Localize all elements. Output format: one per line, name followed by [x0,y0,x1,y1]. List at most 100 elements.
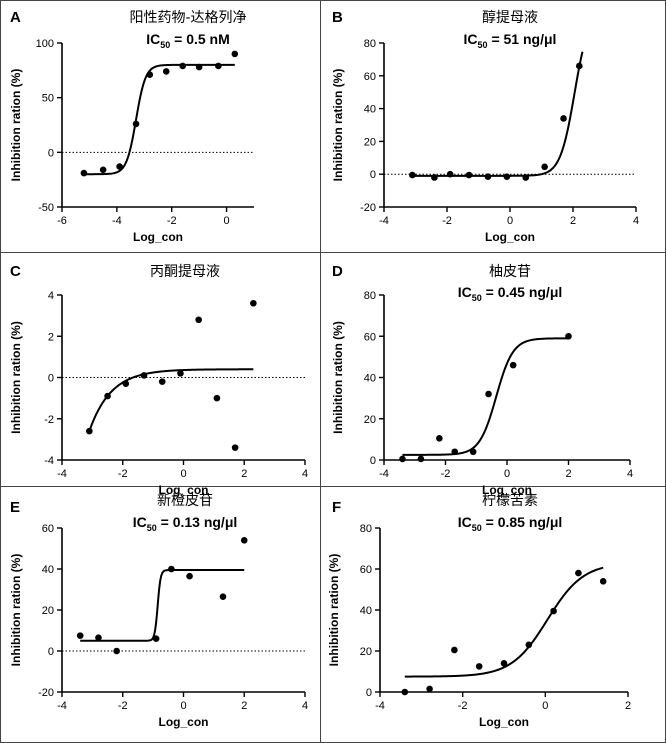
data-point [426,685,433,693]
x-tick-label: 0 [507,215,513,227]
ic50-label: IC50 = 0.45 ng/μl [458,284,563,303]
x-tick-label: 2 [565,468,571,480]
panel-c: C 丙酮提母液 -4 -2 0 2 4 -4 -2 0 2 4 Log_con Inhibition ra… [9,263,308,497]
data-point [213,394,221,402]
y-tick-label: -20 [360,202,376,214]
data-point [76,632,84,639]
data-point [431,174,438,181]
y-axis-label: Inhibition ration (%) [331,69,345,182]
y-tick-label: 0 [48,147,54,159]
x-tick-label: 2 [570,215,576,227]
data-point [484,173,492,180]
ic50-prefix: IC [464,31,478,47]
x-tick-label: 0 [504,468,510,480]
panel-title: 丙酮提母液 [150,264,220,280]
y-tick-label: 80 [364,290,376,302]
data-point [122,380,130,387]
data-point [565,332,572,340]
x-tick-label: -4 [112,215,122,227]
fit-curve [412,51,584,177]
panel-title: 新橙皮苷 [157,493,213,509]
data-point [525,641,533,649]
x-tick-label: 4 [627,468,633,480]
x-tick-label: -2 [167,215,177,227]
x-tick-label: 0 [180,468,186,480]
fit-curve [80,569,245,642]
ic50-label: IC50 = 0.85 ng/μl [458,514,563,533]
data-point [500,660,508,667]
y-tick-label: 2 [48,331,54,343]
data-point [99,166,107,174]
data-point [465,171,473,179]
y-tick-label: 100 [36,38,54,50]
y-tick-label: 20 [360,646,372,658]
y-tick-label: 40 [42,564,54,576]
data-point [146,71,154,79]
panel-letter: C [10,263,21,280]
y-tick-label: 50 [42,93,54,105]
x-tick-label: 4 [633,215,639,227]
x-axis-label: Log_con [133,230,183,244]
x-axis-label: Log_con [482,483,532,497]
y-tick-label: 0 [370,169,376,181]
x-tick-label: -4 [375,700,385,712]
y-axis-label: Inhibition ration (%) [9,69,23,182]
data-point [95,634,102,641]
data-point [417,455,425,463]
y-tick-label: 0 [48,646,54,658]
y-tick-label: 0 [370,455,376,467]
ic50-prefix: IC [133,514,147,530]
panel-d: D 柚皮苷 IC50 = 0.45 ng/μl 0 20 40 60 80 -4 -2 0 2 4 Log… [331,263,633,497]
y-tick-label: -20 [38,687,54,699]
data-point [162,68,170,75]
ic50-prefix: IC [458,514,472,530]
data-point [451,646,458,654]
y-tick-label: 80 [360,523,372,535]
x-tick-label: 0 [224,215,230,227]
data-point [113,647,120,655]
data-point [575,569,582,577]
x-tick-label: -2 [118,468,128,480]
data-point [104,392,111,400]
panel-title: 阳性药物-达格列净 [129,10,246,26]
data-point [177,370,184,377]
x-tick-label: 2 [241,468,247,480]
panel-f: F 柠檬苦素 IC50 = 0.85 ng/μl 0 20 40 60 80 -4 -2 0 2 Log… [327,493,631,729]
x-tick-label: -2 [118,700,128,712]
x-tick-label: -4 [379,215,389,227]
y-tick-label: 4 [48,290,54,302]
data-point [509,361,517,369]
data-point [475,663,483,670]
data-point [152,635,160,642]
data-point [132,120,140,128]
ic50-value: = 0.45 ng/μl [482,284,563,300]
y-tick-label: -2 [44,414,54,426]
y-tick-label: 20 [364,414,376,426]
x-tick-label: -2 [442,215,452,227]
data-point [240,537,248,544]
y-axis-label: Inhibition ration (%) [327,554,341,667]
data-point [560,115,567,122]
data-point [541,163,548,171]
x-tick-label: 2 [625,700,631,712]
y-tick-label: 80 [364,38,376,50]
ic50-subscript: 50 [478,40,488,50]
panel-letter: F [332,499,341,516]
panel-title: 醇提母液 [482,9,538,26]
x-tick-label: 4 [302,468,308,480]
ic50-label: IC50 = 51 ng/μl [464,31,557,50]
ic50-subscript: 50 [147,523,157,533]
ic50-subscript: 50 [472,293,482,303]
data-point [195,63,203,71]
data-point [446,170,454,178]
data-point [485,390,492,398]
y-tick-label: 0 [366,687,372,699]
data-point [86,427,93,435]
fit-curve [402,337,569,456]
x-axis-label: Log_con [159,715,209,729]
x-tick-label: -6 [57,215,67,227]
ic50-subscript: 50 [160,40,170,50]
